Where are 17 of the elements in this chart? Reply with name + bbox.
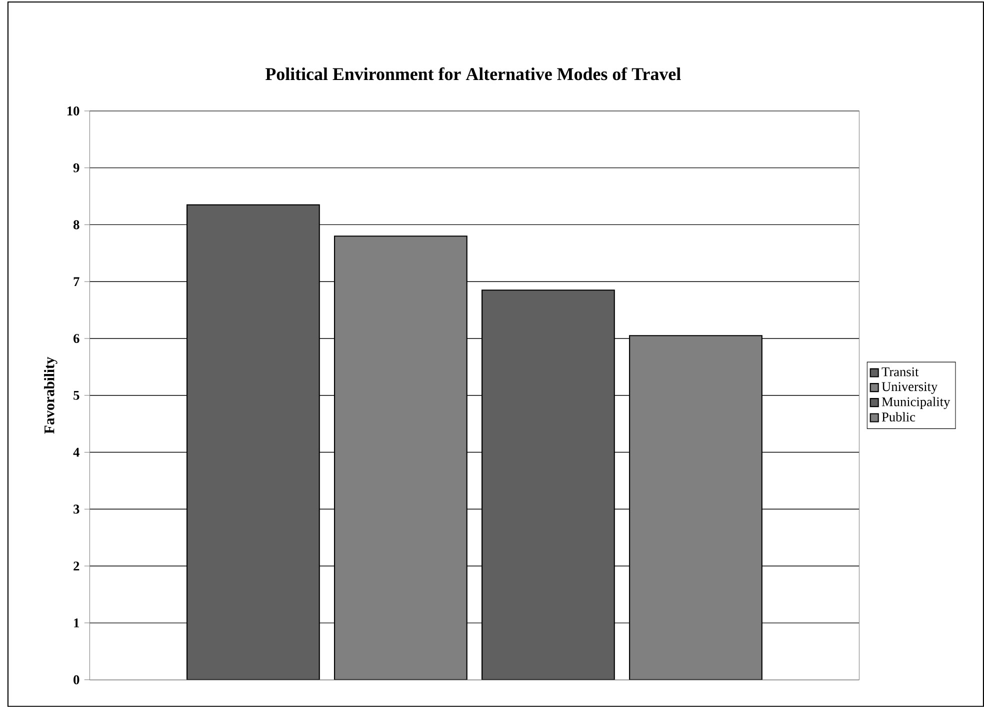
y-tick-label: 5 [74,390,80,400]
y-tick-label: 3 [74,504,80,514]
y-tick-label: 10 [67,106,80,116]
chart-title: Political Environment for Alternative Modes of Travel [266,67,681,80]
y-tick-label: 7 [74,277,80,286]
y-tick-label: 0 [74,675,80,684]
legend-label: Transit [882,367,919,376]
legend-label: Public [882,412,916,422]
y-axis-title: Favorability [44,356,58,434]
legend-label: University [882,382,938,394]
y-tick-label: 8 [73,220,80,230]
y-tick-label: 4 [73,448,80,457]
y-tick-label: 9 [73,163,80,172]
legend-label: Municipality [882,396,950,410]
y-tick-label: 6 [74,334,80,343]
y-tick-label: 1 [74,618,80,628]
y-tick-label: 2 [74,562,80,570]
